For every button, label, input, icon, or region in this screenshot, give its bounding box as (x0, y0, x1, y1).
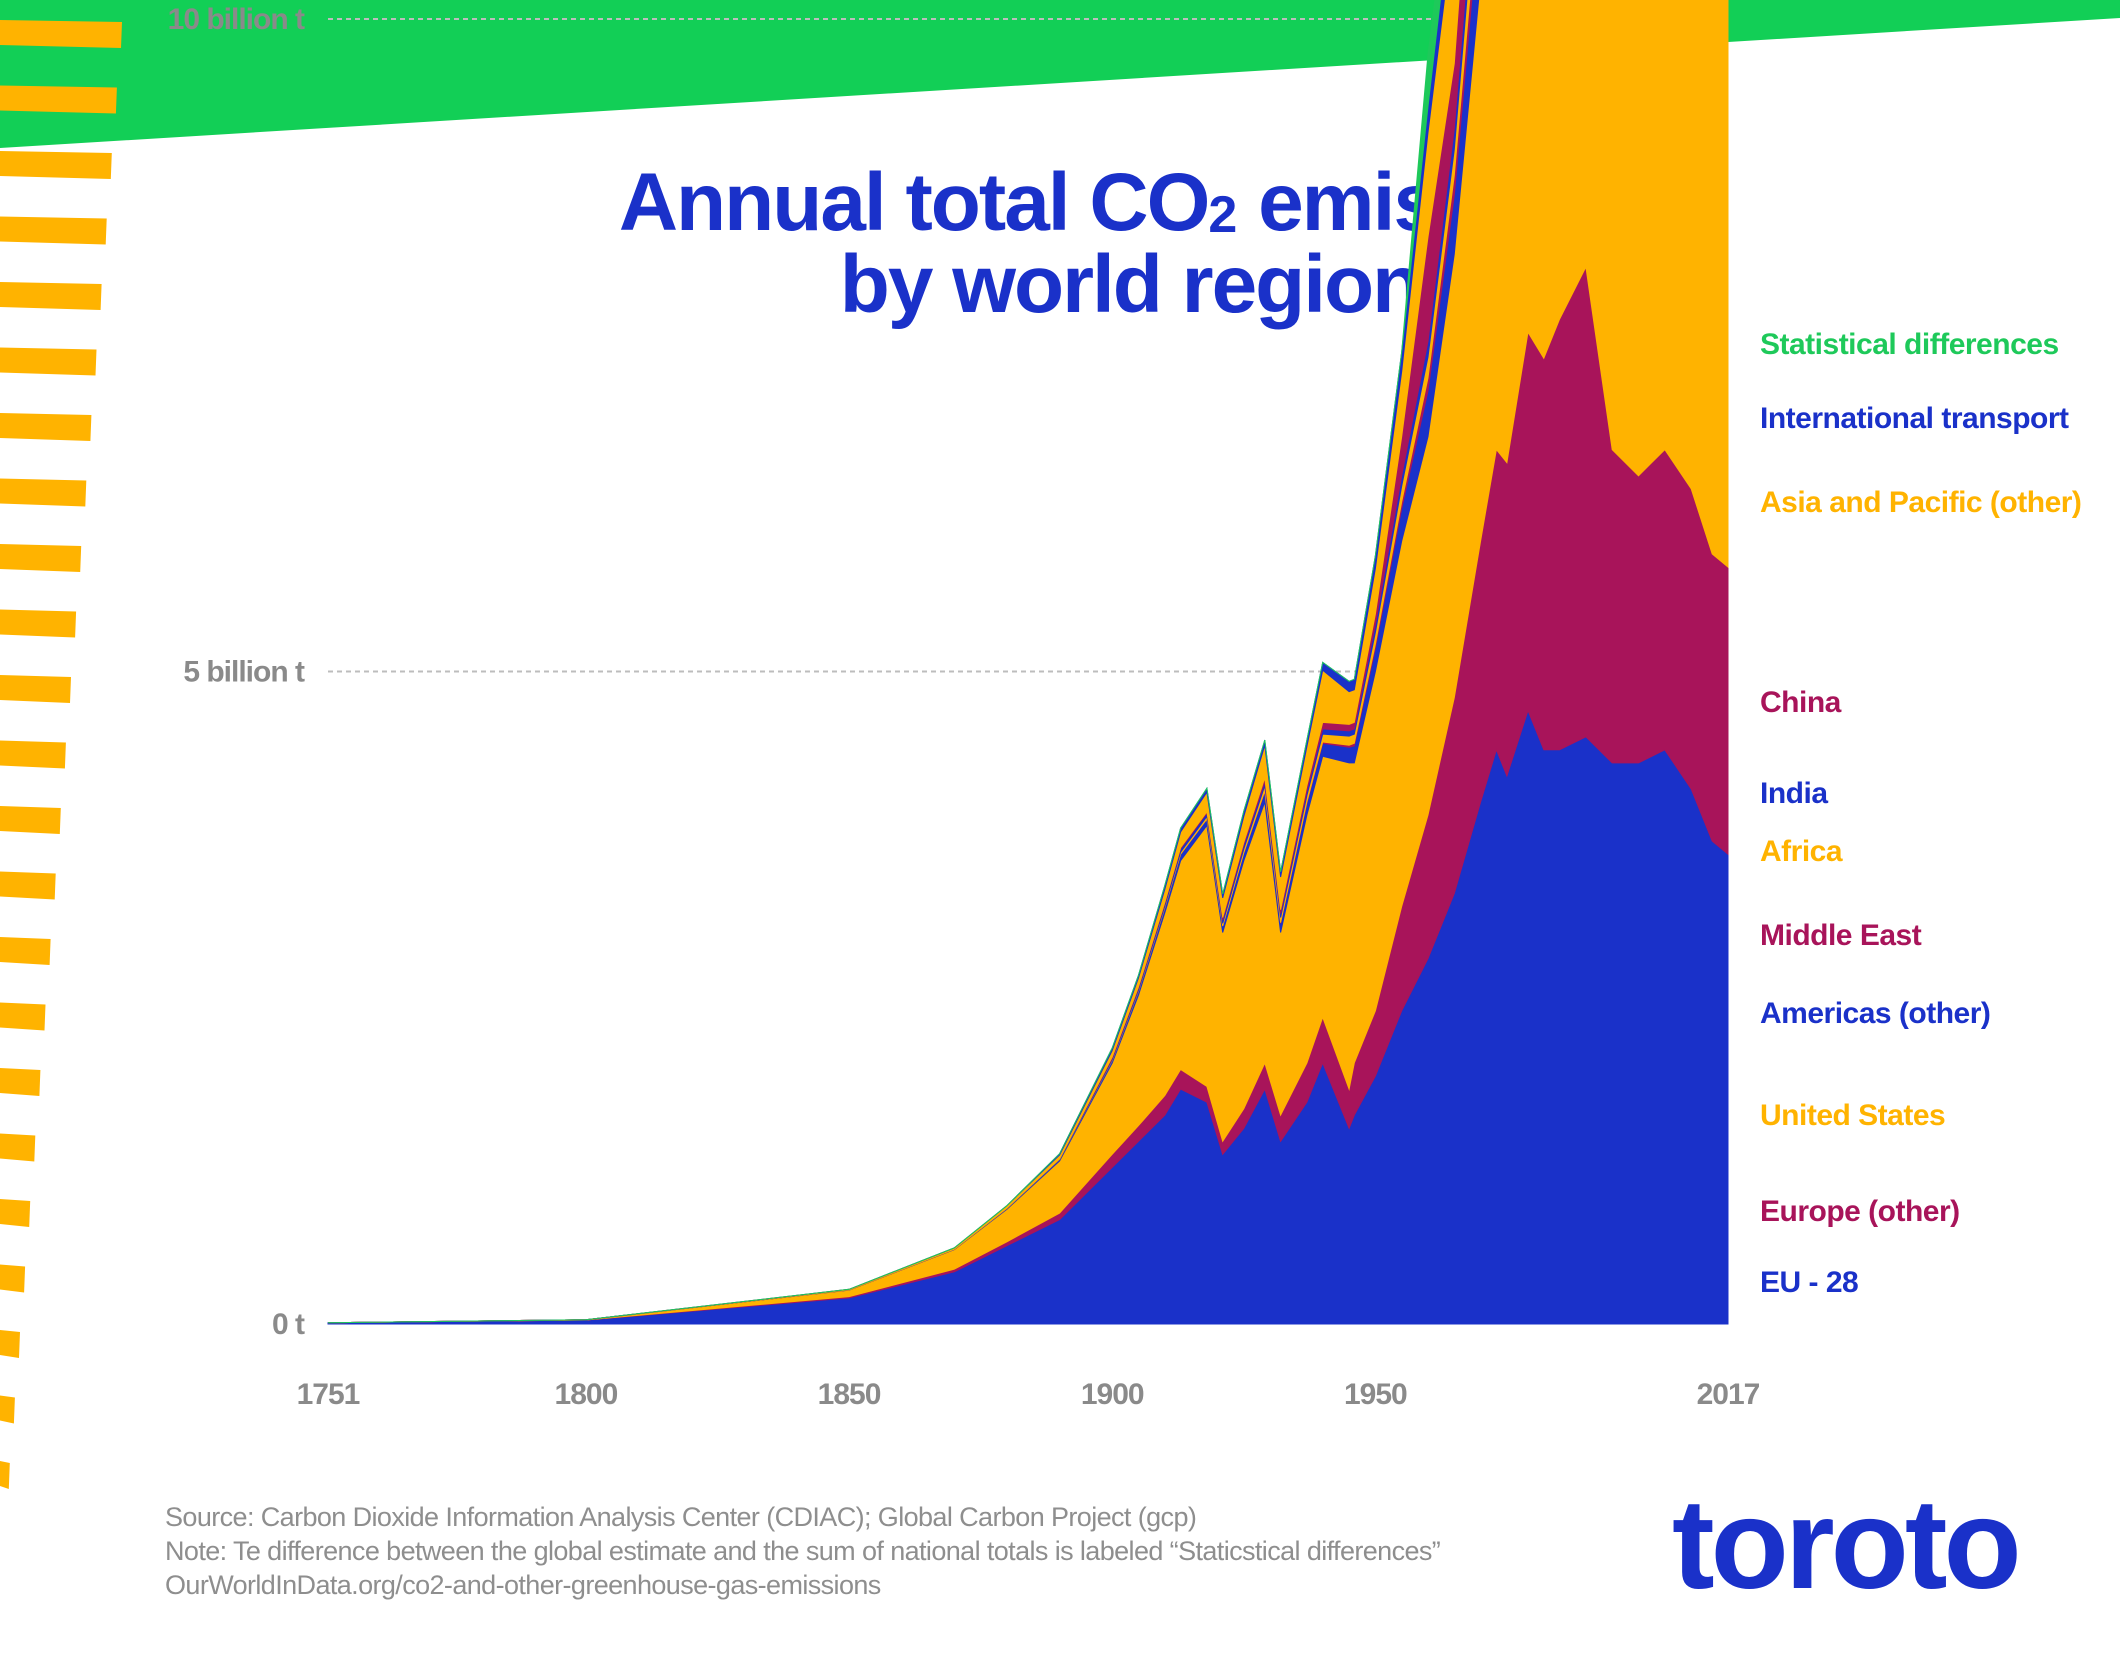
x-tick-label: 1950 (1344, 1378, 1407, 1411)
legend-label-europe-other: Europe (other) (1760, 1195, 1960, 1228)
decorative-stripe (0, 151, 112, 179)
y-tick-label: 0 t (272, 1308, 305, 1341)
x-tick-label: 1800 (555, 1378, 618, 1411)
legend-label-eu-28: EU - 28 (1760, 1266, 1859, 1299)
decorative-stripe (0, 347, 97, 376)
x-tick-label: 1850 (818, 1378, 881, 1411)
source-line: Source: Carbon Dioxide Information Analy… (165, 1502, 1197, 1532)
chart-title-line-2: by world region (839, 239, 1422, 330)
decorative-stripe (0, 1330, 20, 1358)
y-tick-label: 10 billion t (168, 3, 305, 36)
x-axis-ticks: 1751 1800 1850 1900 1950 2017 (297, 1378, 1761, 1411)
decorative-stripe (0, 806, 61, 834)
decorative-stripe (0, 1264, 26, 1293)
decorative-stripe (0, 1395, 15, 1424)
area-series (327, 0, 1729, 1325)
decorative-stripe (0, 85, 117, 114)
decorative-stripe (0, 675, 71, 703)
decorative-stripe (0, 413, 92, 441)
legend-label-africa: Africa (1760, 835, 1843, 868)
toroto-logo: toroto (1672, 1473, 2022, 1616)
decorative-stripe (0, 478, 87, 507)
decorative-stripe (0, 1133, 36, 1162)
y-tick-label: 5 billion t (183, 656, 305, 689)
x-tick-label: 1900 (1081, 1378, 1144, 1411)
decorative-stripe (0, 937, 51, 965)
legend-label-asia-pacific-other: Asia and Pacific (other) (1760, 486, 2082, 519)
decorative-stripe (0, 1068, 41, 1096)
legend-label-india: India (1760, 777, 1828, 810)
decorative-stripe (0, 1199, 31, 1227)
area-statistical-differences (327, 0, 1441, 1324)
y-axis-ticks: 0 t5 billion t10 billion t15 billion t20… (168, 3, 306, 1341)
legend-label-statistical-differences: Statistical differences (1760, 328, 2059, 361)
decorative-stripe (0, 1461, 10, 1489)
decorative-stripe (0, 871, 56, 900)
decorative-stripe (0, 544, 82, 572)
legend-label-international-transport: International transport (1760, 402, 2069, 435)
source-notes: Source: Carbon Dioxide Information Analy… (165, 1500, 1441, 1602)
decorative-stripe (0, 1002, 46, 1031)
legend-label-china: China (1760, 686, 1841, 719)
legend-label-americas-other: Americas (other) (1760, 997, 1991, 1030)
decorative-stripe (0, 740, 66, 769)
x-tick-label: 2017 (1697, 1378, 1760, 1411)
decorative-stripe (0, 282, 102, 310)
x-tick-label: 1751 (297, 1378, 360, 1411)
decorative-stripe (0, 609, 77, 638)
note-line: Note: Te difference between the global e… (165, 1536, 1441, 1566)
legend-label-united-states: United States (1760, 1099, 1946, 1132)
decorative-stripe (0, 216, 107, 245)
url-line: OurWorldInData.org/co2-and-other-greenho… (165, 1570, 881, 1600)
decorative-stripe (0, 20, 122, 48)
legend-label-middle-east: Middle East (1760, 919, 1922, 952)
